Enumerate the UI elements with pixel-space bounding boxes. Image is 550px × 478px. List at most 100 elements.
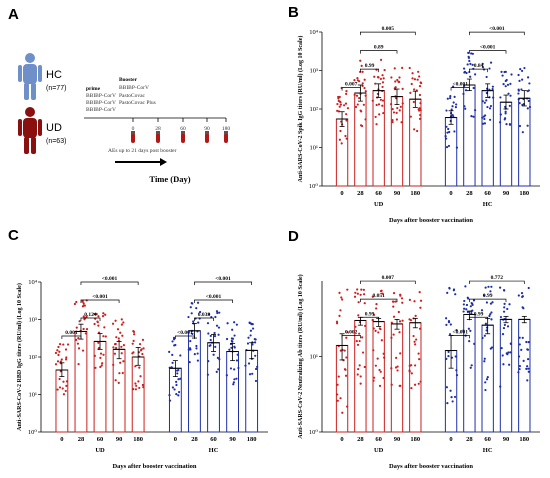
data-point <box>118 372 121 375</box>
data-point <box>247 336 250 339</box>
data-point <box>528 82 531 85</box>
x-axis-label: Days after booster vaccination <box>112 463 196 470</box>
data-point <box>115 336 118 339</box>
data-point <box>398 320 402 323</box>
data-point <box>337 375 340 378</box>
data-point <box>527 367 530 370</box>
data-point <box>489 347 492 350</box>
data-point <box>190 312 193 315</box>
panel-label: B <box>288 4 299 21</box>
data-point <box>521 131 524 134</box>
data-point <box>132 330 135 333</box>
data-point <box>452 85 455 88</box>
data-point <box>209 338 212 342</box>
data-point <box>104 313 107 316</box>
data-point <box>82 302 85 305</box>
data-point <box>527 89 530 92</box>
x-tick-label: 60 <box>375 436 382 443</box>
data-point <box>397 80 400 83</box>
data-point <box>340 142 343 145</box>
data-point <box>344 134 347 138</box>
data-point <box>492 96 495 99</box>
data-point <box>60 358 63 361</box>
data-point <box>230 346 233 349</box>
data-point <box>468 340 471 343</box>
data-point <box>76 342 80 345</box>
data-point <box>445 125 448 128</box>
data-point <box>236 353 239 356</box>
y-axis-label: Anti-SARS-CoV-2 Spik IgG titers (RU/ml) … <box>297 36 304 183</box>
data-point <box>520 69 524 73</box>
data-point <box>59 360 62 363</box>
data-point <box>251 327 255 330</box>
data-point <box>64 389 67 393</box>
y-tick-label: 10⁴ <box>28 279 38 286</box>
y-tick-label: 10³ <box>310 68 319 75</box>
data-point <box>481 116 484 119</box>
data-point <box>482 294 486 297</box>
bar <box>335 118 349 187</box>
data-point <box>82 327 85 331</box>
data-point <box>133 333 136 336</box>
data-point <box>382 376 385 380</box>
data-point <box>206 322 210 325</box>
data-point <box>356 103 359 106</box>
data-point <box>248 373 252 376</box>
data-point <box>518 124 522 128</box>
data-point <box>411 72 414 75</box>
x-axis-label: Days after booster vaccination <box>389 463 473 470</box>
x-tick-label: 180 <box>133 436 143 443</box>
data-point <box>419 306 422 309</box>
data-point <box>142 386 145 389</box>
data-point <box>358 332 361 335</box>
x-tick-label: 28 <box>466 436 473 443</box>
data-point <box>119 361 122 364</box>
comparison-p-value: <0.001 <box>177 330 193 336</box>
data-point <box>111 322 115 325</box>
data-point <box>509 82 512 85</box>
data-point <box>135 384 138 387</box>
data-point <box>346 405 349 408</box>
data-point <box>175 393 178 396</box>
data-point <box>508 363 511 366</box>
bar <box>481 90 494 187</box>
data-point <box>445 386 449 389</box>
data-point <box>447 354 450 358</box>
data-point <box>501 333 505 336</box>
data-point <box>104 335 107 338</box>
bar <box>499 101 513 187</box>
data-point <box>467 55 470 58</box>
ae-note: AEs up to 21 days post booster <box>108 148 177 154</box>
comparison-p-value: 0.001 <box>65 330 78 336</box>
data-point <box>364 90 367 93</box>
data-point <box>508 104 511 107</box>
data-point <box>526 76 530 79</box>
data-point <box>508 303 511 306</box>
comparison-bracket <box>80 317 101 321</box>
data-point <box>483 360 486 363</box>
x-tick-label: 180 <box>247 436 257 443</box>
data-point <box>526 365 529 368</box>
data-point <box>345 137 348 140</box>
comparison-bracket <box>360 316 380 321</box>
data-point <box>390 383 393 386</box>
data-point <box>353 93 356 97</box>
data-point <box>414 314 417 317</box>
data-point <box>485 378 489 381</box>
comparison-bracket <box>194 299 233 303</box>
data-point <box>500 347 503 350</box>
comparison-p-value: <0.001 <box>215 276 231 282</box>
y-tick-label: 10² <box>310 106 319 113</box>
bar <box>390 323 404 433</box>
y-tick-label: 10⁴ <box>309 29 319 36</box>
data-point <box>464 107 467 110</box>
data-point <box>361 70 364 73</box>
data-point <box>505 123 508 126</box>
comparison-bracket <box>80 281 139 285</box>
data-point <box>336 383 339 386</box>
data-point <box>455 146 459 149</box>
comparison-bracket <box>469 68 489 73</box>
data-point <box>445 109 448 112</box>
data-point <box>489 313 492 316</box>
